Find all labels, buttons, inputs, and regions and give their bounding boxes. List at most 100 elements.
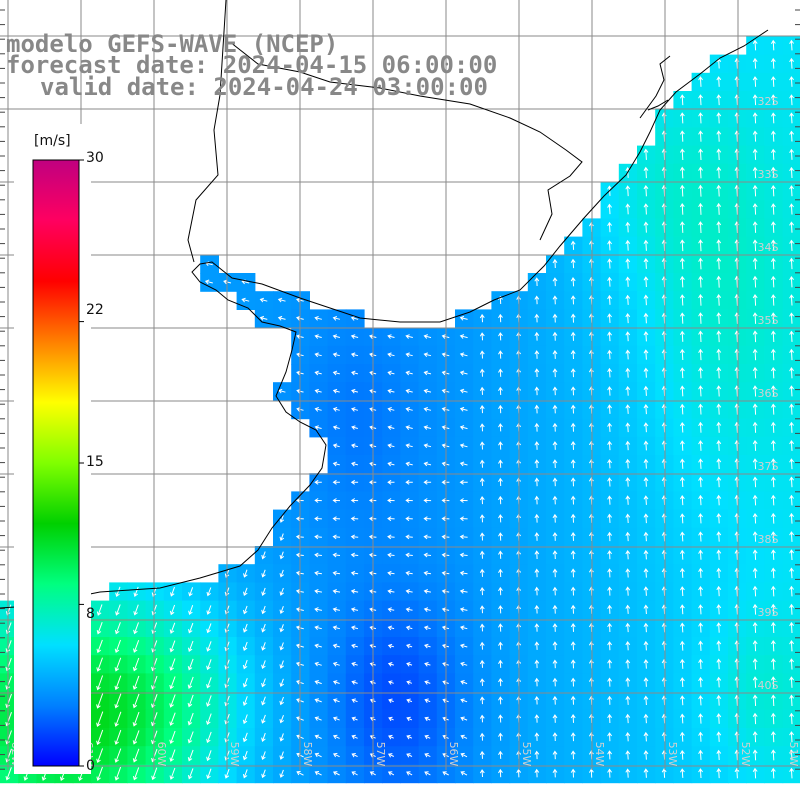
lat-label: 37S [758,460,779,473]
wind-arrow [607,422,612,432]
wind-arrow [351,425,358,430]
wind-arrow [770,494,776,506]
lon-label: 60W [155,742,168,767]
wind-arrow [570,258,576,269]
wind-arrow [552,313,558,323]
wind-arrow [479,313,485,323]
wind-arrow [679,312,685,324]
wind-arrow [698,494,703,506]
wind-arrow [498,714,503,723]
wind-arrow [132,675,140,690]
wind-arrow [643,513,649,524]
wind-arrow [789,239,794,251]
wind-arrow [534,659,540,669]
wind-arrow [643,695,649,706]
wind-arrow [459,607,468,612]
wind-arrow [261,769,266,779]
wind-arrow [388,734,394,740]
wind-arrow [789,257,794,270]
wind-arrow [770,676,776,688]
wind-arrow [498,677,503,687]
wind-arrow [570,440,576,450]
wind-arrow [405,570,413,576]
wind-arrow [387,589,395,594]
wind-arrow [405,479,413,485]
wind-arrow [169,622,176,634]
wind-arrow [261,587,266,596]
wind-arrow [698,440,703,451]
wind-arrow [405,407,413,412]
wind-arrow [406,734,413,740]
wind-arrow [405,589,413,594]
wind-arrow [698,695,703,706]
wind-arrow [387,534,395,540]
wind-arrow [387,461,395,467]
wind-arrow [752,749,758,761]
wind-arrow [789,185,794,197]
lat-label: 34S [758,241,779,254]
wind-arrow [716,221,722,234]
wind-arrow [424,753,431,758]
wind-arrow [224,768,230,779]
wind-arrow [332,479,340,485]
wind-arrow [498,696,503,705]
wind-arrow [424,771,431,776]
wind-arrow [643,768,649,778]
wind-arrow [406,698,413,703]
wind-arrow [643,276,649,288]
wind-arrow [625,513,631,524]
wind-arrow [387,479,395,485]
wind-arrow [552,422,558,432]
wind-arrow [770,440,776,451]
wind-arrow [498,404,503,414]
lon-label: 57W [374,742,387,767]
wind-arrow [679,586,685,597]
wind-arrow [424,680,431,685]
wind-arrow [607,367,612,378]
wind-arrow [534,277,540,287]
wind-arrow [643,713,649,724]
wind-arrow [698,312,703,324]
colorbar-tick-0: 0 [86,758,95,774]
wind-arrow [96,711,104,728]
wind-arrow [789,458,794,470]
wind-arrow [716,731,722,742]
wind-arrow [570,477,576,487]
wind-arrow [279,769,284,778]
wind-arrow [716,202,722,215]
wind-arrow [242,769,248,779]
wind-arrow [387,771,395,776]
wind-arrow [534,459,540,469]
wind-arrow [387,425,395,430]
wind-arrow [479,568,485,577]
wind-arrow [643,203,649,215]
wind-arrow [752,76,758,87]
wind-arrow [625,768,631,778]
wind-arrow [424,643,431,649]
wind-arrow [534,568,540,578]
wind-arrow [279,696,284,706]
wind-arrow [789,439,794,451]
lon-label: 51W [787,742,800,767]
wind-arrow [332,607,341,612]
wind-arrow [752,440,758,451]
wind-arrow [479,477,485,486]
wind-arrow [716,330,722,343]
wind-arrow [243,587,248,597]
wind-arrow [350,570,359,576]
wind-arrow [459,315,468,321]
wind-arrow [114,675,122,691]
wind-arrow [552,441,558,450]
wind-arrow [169,676,176,690]
wind-arrow [314,388,322,394]
wind-arrow [479,714,485,723]
wind-arrow [789,621,794,634]
wind-arrow [169,767,176,780]
wind-arrow [332,643,340,649]
wind-arrow [114,693,122,709]
wind-arrow [552,349,558,359]
wind-arrow [625,331,631,342]
wind-arrow [552,277,558,287]
wind-arrow [770,39,776,51]
wind-arrow [625,622,631,633]
